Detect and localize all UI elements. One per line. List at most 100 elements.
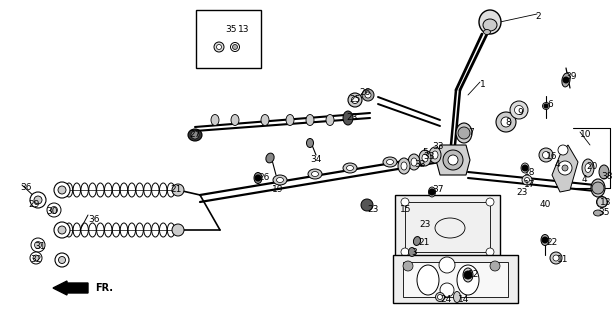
Ellipse shape [55, 253, 69, 267]
Ellipse shape [58, 226, 66, 234]
Text: 18: 18 [524, 168, 535, 177]
Circle shape [403, 261, 413, 271]
Ellipse shape [429, 147, 441, 163]
Ellipse shape [483, 19, 497, 31]
Ellipse shape [59, 257, 65, 263]
Circle shape [597, 197, 607, 207]
Text: 29: 29 [28, 200, 39, 209]
Ellipse shape [484, 29, 490, 35]
Ellipse shape [254, 172, 262, 183]
Ellipse shape [273, 175, 287, 185]
Ellipse shape [306, 115, 314, 125]
Text: 4: 4 [555, 160, 561, 169]
Ellipse shape [232, 44, 238, 50]
Ellipse shape [596, 196, 607, 207]
Ellipse shape [172, 224, 184, 236]
Circle shape [448, 155, 458, 165]
Text: 35: 35 [598, 208, 609, 217]
Ellipse shape [408, 154, 420, 170]
Ellipse shape [539, 148, 553, 162]
Text: 9: 9 [517, 108, 523, 117]
Text: FR.: FR. [95, 283, 113, 293]
Text: 12: 12 [468, 270, 479, 279]
Circle shape [486, 198, 494, 206]
Ellipse shape [501, 117, 511, 127]
Ellipse shape [582, 159, 594, 177]
Ellipse shape [383, 157, 397, 167]
Bar [403, 262, 508, 297]
Ellipse shape [312, 172, 318, 177]
Ellipse shape [463, 268, 473, 282]
Ellipse shape [326, 115, 334, 125]
Ellipse shape [31, 238, 45, 252]
Ellipse shape [411, 158, 417, 166]
Text: 1: 1 [480, 80, 486, 89]
Text: 32: 32 [30, 255, 41, 264]
Text: 23: 23 [516, 188, 527, 197]
Ellipse shape [437, 294, 442, 300]
Text: 39: 39 [565, 72, 577, 81]
Text: 33: 33 [414, 160, 426, 169]
Text: 23: 23 [367, 205, 378, 214]
Bar [196, 10, 261, 68]
Ellipse shape [436, 292, 445, 301]
Ellipse shape [593, 210, 602, 216]
Text: 8: 8 [505, 118, 511, 127]
Text: 27: 27 [189, 130, 200, 139]
Circle shape [558, 161, 572, 175]
Ellipse shape [522, 175, 532, 185]
Ellipse shape [30, 192, 46, 208]
Ellipse shape [346, 165, 354, 171]
Text: 25: 25 [349, 95, 360, 104]
Ellipse shape [429, 187, 436, 197]
Ellipse shape [479, 10, 501, 34]
Ellipse shape [30, 252, 42, 264]
Ellipse shape [211, 115, 219, 125]
Ellipse shape [457, 265, 479, 295]
Circle shape [191, 131, 199, 139]
FancyArrow shape [53, 281, 88, 295]
Polygon shape [436, 145, 470, 175]
Circle shape [429, 189, 435, 195]
Circle shape [490, 261, 500, 271]
Text: 23: 23 [419, 220, 431, 229]
Ellipse shape [514, 106, 524, 115]
Ellipse shape [54, 182, 70, 198]
Text: 15: 15 [400, 205, 411, 214]
Text: 23: 23 [346, 113, 357, 122]
Circle shape [458, 127, 470, 139]
Ellipse shape [261, 115, 269, 125]
Text: 19: 19 [272, 185, 283, 194]
Text: 26: 26 [359, 88, 370, 97]
Ellipse shape [348, 93, 362, 107]
Ellipse shape [216, 44, 222, 50]
Text: 16: 16 [546, 152, 557, 161]
Ellipse shape [34, 196, 42, 204]
Ellipse shape [365, 92, 371, 98]
Text: 22: 22 [546, 238, 557, 247]
Text: 20: 20 [586, 162, 598, 171]
Ellipse shape [413, 236, 421, 245]
Ellipse shape [277, 178, 283, 182]
Text: 24: 24 [440, 295, 452, 304]
Circle shape [464, 271, 472, 279]
Circle shape [255, 175, 261, 181]
Text: 33: 33 [432, 142, 444, 151]
Ellipse shape [286, 115, 294, 125]
Circle shape [522, 165, 528, 171]
Text: 37: 37 [432, 185, 444, 194]
Ellipse shape [496, 112, 516, 132]
Ellipse shape [422, 154, 428, 162]
Ellipse shape [562, 73, 570, 87]
Ellipse shape [419, 150, 431, 166]
Ellipse shape [33, 255, 39, 261]
Ellipse shape [308, 169, 322, 179]
Text: 13: 13 [238, 25, 249, 34]
Text: 13: 13 [600, 198, 612, 207]
Ellipse shape [231, 115, 239, 125]
Ellipse shape [230, 43, 240, 52]
Ellipse shape [401, 162, 407, 170]
Ellipse shape [543, 151, 549, 158]
Ellipse shape [585, 164, 591, 172]
Text: 21: 21 [170, 185, 181, 194]
